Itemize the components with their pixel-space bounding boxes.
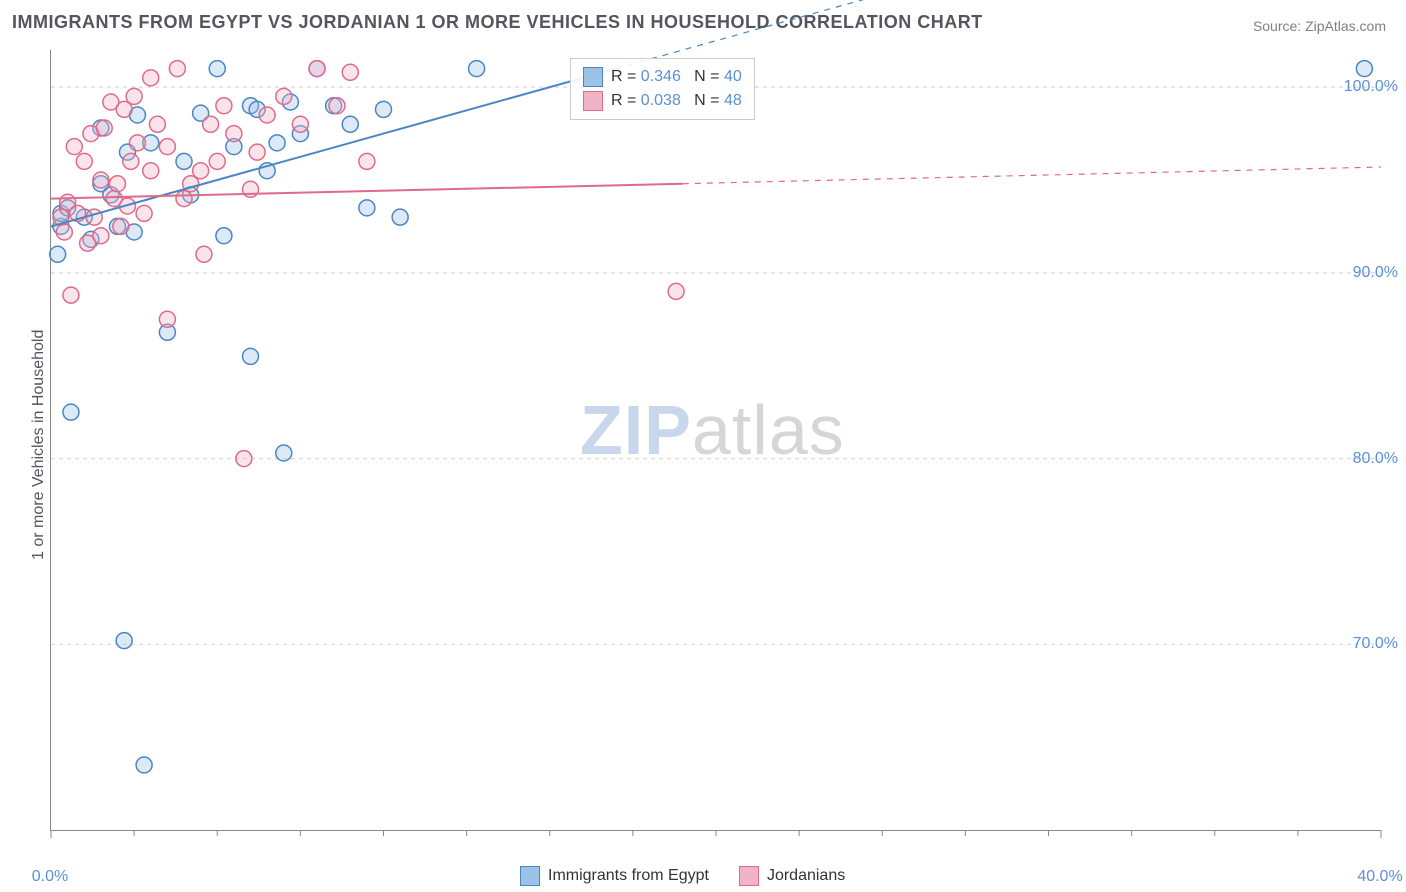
xtick-label: 40.0% [1357,868,1402,886]
trend-line-solid [51,184,683,199]
legend-swatch [520,866,540,886]
scatter-point [276,445,292,461]
scatter-point [110,176,126,192]
scatter-point [143,163,159,179]
source-label: Source: ZipAtlas.com [1253,18,1386,34]
xtick-label: 0.0% [32,868,68,886]
scatter-point [56,224,72,240]
scatter-point [76,153,92,169]
scatter-point [176,153,192,169]
scatter-point [269,135,285,151]
scatter-point [136,757,152,773]
scatter-point [63,287,79,303]
scatter-point [1356,61,1372,77]
series-legend-label: Immigrants from Egypt [548,867,709,885]
scatter-point [66,139,82,155]
correlation-legend: R = 0.346 N = 40R = 0.038 N = 48 [570,58,755,120]
scatter-point [209,61,225,77]
scatter-point [226,126,242,142]
scatter-point [342,116,358,132]
ytick-label: 70.0% [1353,635,1398,653]
ytick-label: 90.0% [1353,264,1398,282]
scatter-point [259,107,275,123]
scatter-point [50,246,66,262]
plot-svg [51,50,1381,830]
series-legend-item: Jordanians [739,866,845,886]
scatter-point [93,172,109,188]
scatter-point [292,116,308,132]
legend-row: R = 0.038 N = 48 [583,89,742,113]
scatter-point [309,61,325,77]
scatter-point [196,246,212,262]
scatter-point [359,153,375,169]
scatter-point [113,218,129,234]
scatter-point [276,88,292,104]
scatter-point [116,633,132,649]
scatter-point [159,311,175,327]
legend-swatch [739,866,759,886]
scatter-point [126,88,142,104]
scatter-point [93,228,109,244]
scatter-point [469,61,485,77]
scatter-point [216,228,232,244]
legend-text: R = 0.038 N = 48 [611,89,742,113]
scatter-point [193,163,209,179]
scatter-point [63,404,79,420]
scatter-point [136,205,152,221]
scatter-point [249,144,265,160]
scatter-point [129,135,145,151]
scatter-point [243,348,259,364]
scatter-point [359,200,375,216]
ytick-label: 80.0% [1353,450,1398,468]
scatter-point [96,120,112,136]
scatter-point [176,191,192,207]
legend-swatch [583,67,603,87]
scatter-point [169,61,185,77]
scatter-point [149,116,165,132]
scatter-point [216,98,232,114]
scatter-point [668,283,684,299]
scatter-point [376,101,392,117]
scatter-point [159,139,175,155]
legend-text: R = 0.346 N = 40 [611,65,742,89]
plot-area [50,50,1381,831]
legend-swatch [583,91,603,111]
series-legend-item: Immigrants from Egypt [520,866,709,886]
trend-line-dashed [683,167,1381,184]
scatter-point [209,153,225,169]
scatter-point [236,451,252,467]
series-legend: Immigrants from Egypt Jordanians [520,866,845,886]
legend-row: R = 0.346 N = 40 [583,65,742,89]
scatter-point [203,116,219,132]
scatter-point [392,209,408,225]
scatter-point [86,209,102,225]
scatter-point [123,153,139,169]
ytick-label: 100.0% [1344,78,1398,96]
series-legend-label: Jordanians [767,867,845,885]
scatter-point [143,70,159,86]
y-axis-title: 1 or more Vehicles in Household [30,330,48,560]
scatter-point [329,98,345,114]
chart-title: IMMIGRANTS FROM EGYPT VS JORDANIAN 1 OR … [12,12,983,33]
scatter-point [342,64,358,80]
